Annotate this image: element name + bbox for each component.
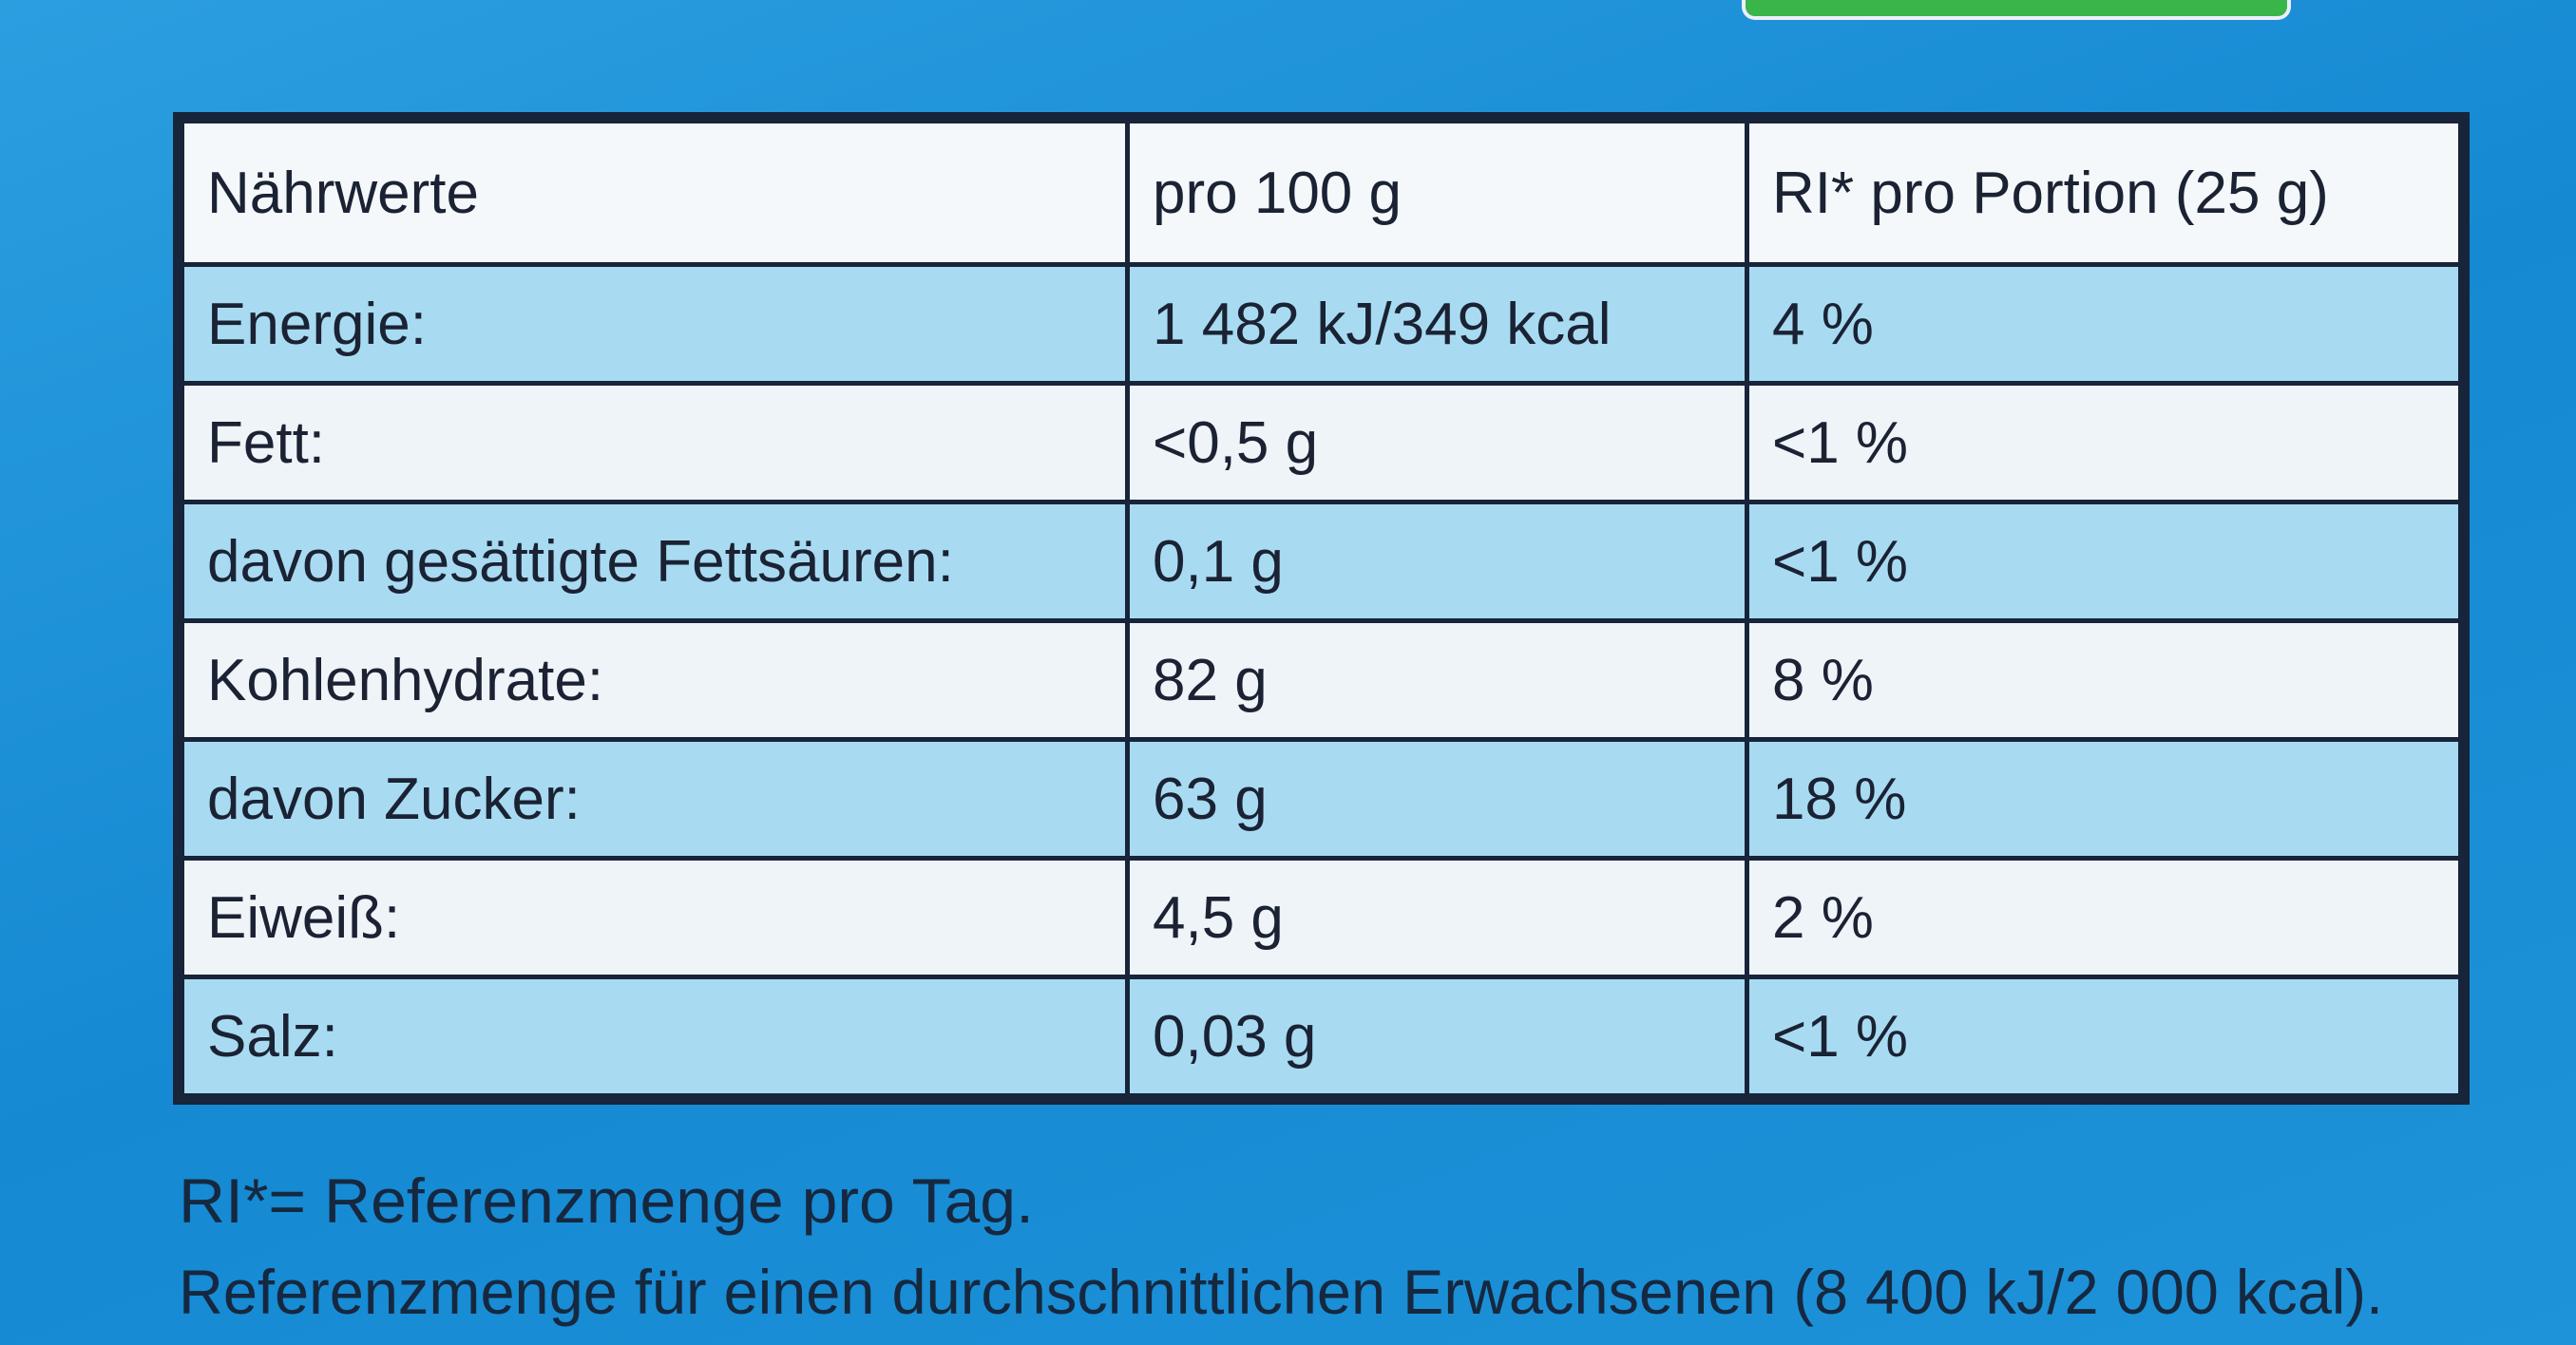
table-cell: 0,03 g xyxy=(1125,975,1749,1102)
table-cell: 1 482 kJ/349 kcal xyxy=(1125,262,1749,386)
table-cell: Kohlenhydrate: xyxy=(176,618,1130,742)
table-row: Salz: 0,03 g <1 % xyxy=(176,975,2467,1102)
table-row: Fett: <0,5 g <1 % xyxy=(176,381,2467,504)
footnote: RI*= Referenzmenge pro Tag. xyxy=(179,1165,1034,1236)
footnote: Referenzmenge für einen durchschnittlich… xyxy=(179,1257,2383,1327)
table-cell: 0,1 g xyxy=(1125,500,1749,623)
table-row: Nährwerte pro 100 g RI* pro Portion (25 g) xyxy=(176,115,2467,267)
table-row: davon Zucker: 63 g 18 % xyxy=(176,737,2467,861)
table-cell: 18 % xyxy=(1745,737,2467,861)
table-cell: 63 g xyxy=(1125,737,1749,861)
table-row: Energie: 1 482 kJ/349 kcal 4 % xyxy=(176,262,2467,386)
table-cell: Fett: xyxy=(176,381,1130,504)
table-cell: 8 % xyxy=(1745,618,2467,742)
table-cell: davon gesättigte Fettsäuren: xyxy=(176,500,1130,623)
table-cell: davon Zucker: xyxy=(176,737,1130,861)
table-cell: Nährwerte xyxy=(176,115,1130,267)
table-cell: <1 % xyxy=(1745,500,2467,623)
table-cell: 82 g xyxy=(1125,618,1749,742)
table-cell: Eiweiß: xyxy=(176,856,1130,979)
table-cell: <1 % xyxy=(1745,975,2467,1102)
table-row: davon gesättigte Fettsäuren: 0,1 g <1 % xyxy=(176,500,2467,623)
table-cell: Salz: xyxy=(176,975,1130,1102)
green-tab xyxy=(1742,0,2291,20)
table-cell: <1 % xyxy=(1745,381,2467,504)
table-cell: pro 100 g xyxy=(1125,115,1749,267)
table-cell: Energie: xyxy=(176,262,1130,386)
table-cell: <0,5 g xyxy=(1125,381,1749,504)
table-cell: 2 % xyxy=(1745,856,2467,979)
nutrition-table: Nährwerte pro 100 g RI* pro Portion (25 g)… xyxy=(173,112,2470,1105)
footnotes: RI*= Referenzmenge pro Tag. Referenzmeng… xyxy=(179,1165,2383,1327)
table-cell: 4 % xyxy=(1745,262,2467,386)
table-cell: 4,5 g xyxy=(1125,856,1749,979)
table-cell: RI* pro Portion (25 g) xyxy=(1745,115,2467,267)
